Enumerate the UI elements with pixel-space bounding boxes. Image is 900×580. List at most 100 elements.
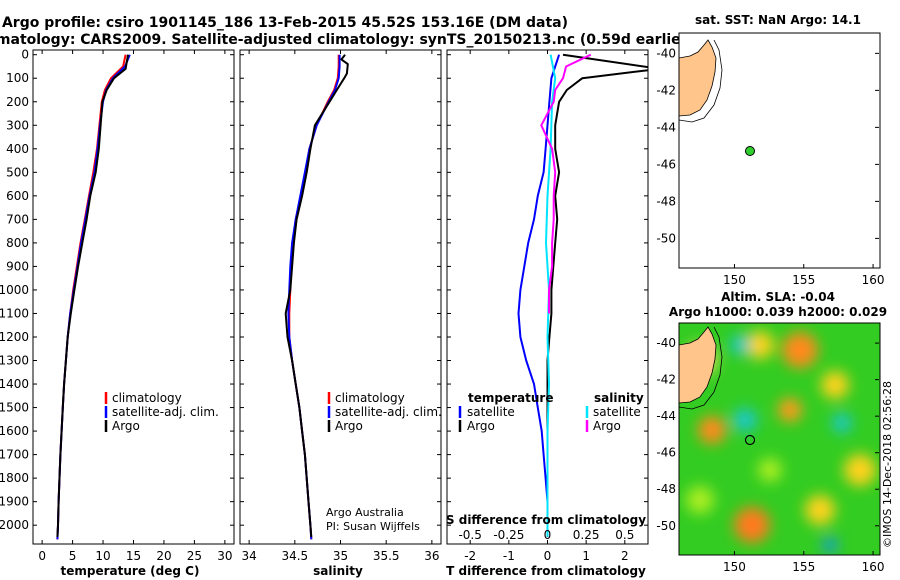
map-lat-label: -42	[656, 373, 676, 387]
depth-tick-label: 700	[6, 212, 29, 226]
depth-tick-label: 1300	[0, 354, 29, 368]
map-lon-label: 160	[862, 273, 885, 287]
map-lat-label: -44	[656, 409, 676, 423]
map-lat-label: -42	[656, 83, 676, 97]
depth-tick-label: 900	[6, 259, 29, 273]
x-tick-label: 15	[126, 549, 141, 563]
x-tick-label: 36	[424, 549, 439, 563]
x-tick-label: -1	[503, 549, 515, 563]
salinity-xlabel: salinity	[313, 564, 363, 578]
x-tick-label: 2	[621, 549, 629, 563]
s-difference-tick-label: 0.25	[573, 528, 600, 542]
imos-footer: ©IMOS 14-Dec-2018 02:56:28	[881, 381, 894, 548]
map-lat-label: -44	[656, 120, 676, 134]
map-lat-label: -40	[656, 336, 676, 350]
depth-tick-label: 1200	[0, 330, 29, 344]
s-difference-ticks: -0.5 -0.25 0 0.25 0.5	[458, 528, 634, 542]
depth-tick-label: 1700	[0, 448, 29, 462]
difference-xlabel: T difference from climatology	[446, 564, 646, 578]
depth-tick-label: 100	[6, 71, 29, 85]
s-difference-tick-label: 0	[544, 528, 552, 542]
profile-line-climatology	[56, 54, 127, 540]
depth-tick-label: 1100	[0, 306, 29, 320]
temperature-panel-frame	[32, 49, 235, 545]
x-tick-label: 1	[582, 549, 590, 563]
map-lat-label: -48	[656, 194, 676, 208]
s-difference-tick-label: -0.25	[493, 528, 524, 542]
sla-map-frame	[678, 322, 881, 556]
legend-s-satellite-label: satellite	[593, 405, 641, 419]
s-difference-tick-label: 0.5	[615, 528, 634, 542]
depth-tick-label: 1600	[0, 424, 29, 438]
sst-map-ticks: -40 -42 -44 -46 -48 -50 150 155 160	[656, 46, 884, 287]
sla-map	[679, 323, 880, 555]
legend-argo-label: Argo	[335, 419, 363, 433]
sla-field	[684, 331, 876, 553]
depth-tick-label: 0	[21, 48, 29, 62]
legend-temperature-heading: temperature	[468, 391, 553, 405]
profile-line-salinity-argo	[540, 53, 592, 314]
sst-map-title: sat. SST: NaN Argo: 14.1	[695, 13, 861, 27]
sla-map-title-line1: Altim. SLA: -0.04	[721, 290, 835, 304]
map-lat-label: -46	[656, 446, 676, 460]
x-tick-label: 10	[95, 549, 110, 563]
figure-title-line1: Argo profile: csiro 1901145_186 13-Feb-2…	[2, 15, 568, 31]
profile-line-argo	[284, 54, 349, 537]
tasmania-land	[679, 39, 717, 117]
depth-tick-label: 1500	[0, 401, 29, 415]
sla-map-ticks: -40 -42 -44 -46 -48 -50 150 155 160	[656, 336, 884, 574]
profile-line-temperature-argo	[546, 53, 648, 537]
legend-salinity-heading: salinity	[594, 391, 644, 405]
x-tick-label: 35	[333, 549, 348, 563]
argo-float-position-marker	[745, 146, 755, 156]
profile-line-argo	[56, 54, 129, 537]
depth-tick-label: 200	[6, 95, 29, 109]
s-difference-tick-label: -0.5	[458, 528, 481, 542]
legend-t-argo-label: Argo	[467, 419, 495, 433]
legend-climatology-label: climatology	[335, 391, 405, 405]
map-lon-label: 155	[792, 273, 815, 287]
difference-profile-lines	[517, 53, 648, 537]
map-lat-label: -40	[656, 46, 676, 60]
s-difference-title: S difference from climatology	[446, 513, 646, 527]
depth-axis: 0 100 200 300 400 500 600 700 800 900 1000 1100 1200…	[0, 48, 648, 532]
shelf-contour	[679, 39, 723, 123]
depth-tick-label: 1800	[0, 471, 29, 485]
salinity-panel-frame	[239, 49, 442, 545]
x-tick-label: 0	[544, 549, 552, 563]
figure-title-line2: Climatology: CARS2009. Satellite-adjuste…	[0, 32, 694, 48]
x-tick-label: -2	[464, 549, 476, 563]
map-lon-label: 150	[723, 273, 746, 287]
map-lat-label: -48	[656, 482, 676, 496]
depth-tick-label: 1400	[0, 377, 29, 391]
sst-map	[679, 33, 880, 268]
depth-tick-label: 1900	[0, 495, 29, 509]
x-tick-label: 30	[217, 549, 232, 563]
map-lat-label: -50	[656, 519, 676, 533]
profile-line-temperature-satellite	[517, 54, 561, 537]
shelf-contour	[679, 326, 723, 410]
x-tick-label: 34.5	[281, 549, 308, 563]
credit-line2: PI: Susan Wijffels	[326, 520, 420, 533]
x-tick-label: 0	[38, 549, 46, 563]
x-tick-label: 35.5	[373, 549, 400, 563]
temperature-profile-lines	[56, 54, 131, 540]
depth-tick-label: 500	[6, 165, 29, 179]
difference-legend: temperature salinity satellite Argo sate…	[458, 391, 644, 433]
x-tick-label: 25	[187, 549, 202, 563]
salinity-profile-lines	[284, 54, 349, 540]
legend-s-argo-label: Argo	[593, 419, 621, 433]
temperature-xlabel: temperature (deg C)	[61, 564, 200, 578]
credit-line1: Argo Australia	[326, 506, 404, 519]
legend-t-satellite-label: satellite	[467, 405, 515, 419]
sst-map-frame	[678, 32, 881, 269]
map-lat-label: -46	[656, 157, 676, 171]
map-lon-label: 160	[862, 560, 885, 574]
sla-map-title-line2: Argo h1000: 0.039 h2000: 0.029	[669, 305, 887, 319]
x-tick-label: 34	[241, 549, 256, 563]
panel-ticks: 0 5 10 15 20 25 30 34 34.5 35 35.5 36 -2 -1 0 1 2	[38, 50, 629, 563]
map-lon-label: 155	[792, 560, 815, 574]
depth-tick-label: 2000	[0, 518, 29, 532]
tasmania-land	[679, 326, 717, 404]
